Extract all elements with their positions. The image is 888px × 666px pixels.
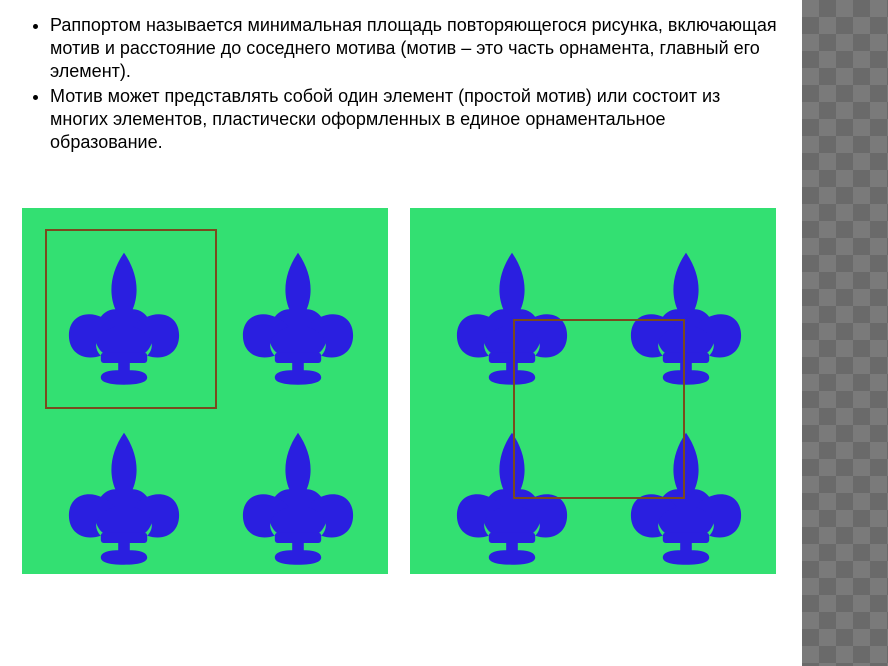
bullet-item: Мотив может представлять собой один элем… <box>50 85 778 154</box>
pattern-panel-left <box>22 208 388 574</box>
pattern-svg-left <box>22 208 388 574</box>
bullet-item: Раппортом называется минимальная площадь… <box>50 14 778 83</box>
text-block: Раппортом называется минимальная площадь… <box>26 14 778 156</box>
figures-row <box>22 208 776 574</box>
slide: Раппортом называется минимальная площадь… <box>0 0 888 666</box>
pattern-panel-right <box>410 208 776 574</box>
bullet-list: Раппортом называется минимальная площадь… <box>26 14 778 154</box>
side-diamond-stripe <box>802 0 888 666</box>
pattern-svg-right <box>410 208 776 574</box>
